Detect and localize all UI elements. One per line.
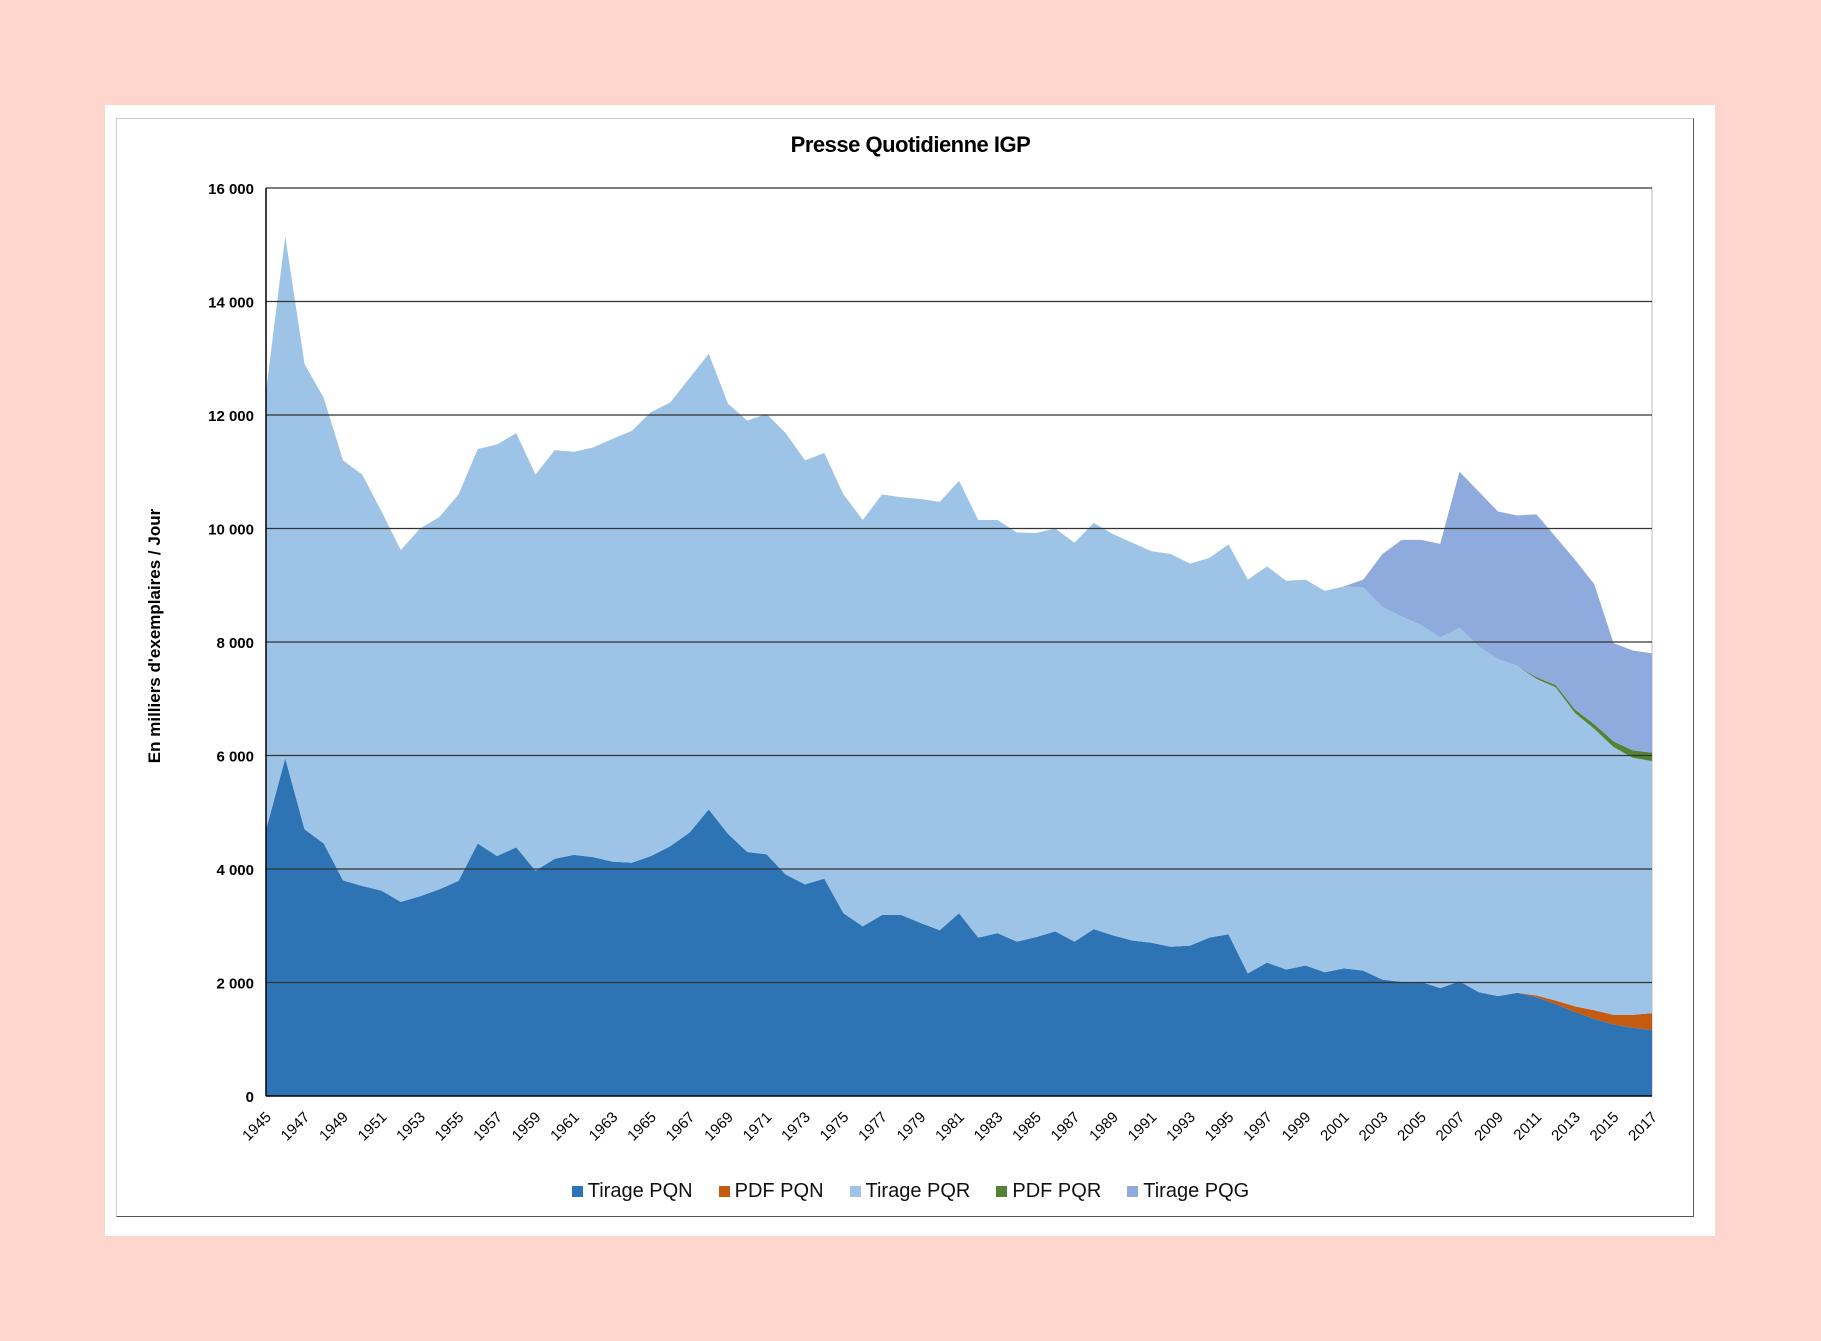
x-tick-label: 1983 — [971, 1109, 1007, 1145]
area-tirage-pqr — [266, 236, 1652, 1015]
x-tick-label: 1967 — [663, 1109, 699, 1145]
x-tick-label: 1989 — [1086, 1109, 1122, 1145]
x-tick-label: 1979 — [894, 1109, 930, 1145]
x-tick-label: 2007 — [1433, 1109, 1469, 1145]
x-tick-label: 2001 — [1317, 1109, 1353, 1145]
x-tick-label: 1985 — [1009, 1109, 1045, 1145]
legend-item: PDF PQN — [718, 1180, 824, 1203]
x-tick-label: 1947 — [278, 1109, 314, 1145]
y-tick-label: 12 000 — [208, 408, 254, 425]
legend-swatch — [718, 1186, 730, 1197]
x-tick-label: 1975 — [817, 1109, 853, 1145]
x-tick-label: 1969 — [701, 1109, 737, 1145]
x-tick-label: 2015 — [1587, 1109, 1623, 1145]
x-tick-label: 1959 — [509, 1109, 545, 1145]
y-tick-label: 4 000 — [216, 862, 254, 879]
x-tick-label: 1949 — [316, 1109, 352, 1145]
x-tick-label: 1965 — [624, 1109, 660, 1145]
legend-label: PDF PQN — [734, 1180, 824, 1202]
x-tick-label: 1995 — [1202, 1109, 1238, 1145]
x-tick-label: 2003 — [1356, 1109, 1392, 1145]
x-tick-label: 1971 — [740, 1109, 776, 1145]
legend-item: Tirage PQG — [1127, 1180, 1249, 1203]
x-tick-label: 2009 — [1471, 1109, 1507, 1145]
x-tick-label: 1987 — [1048, 1109, 1084, 1145]
y-tick-label: 8 000 — [216, 635, 254, 652]
legend-swatch — [571, 1186, 583, 1197]
legend-swatch — [996, 1186, 1008, 1197]
x-tick-label: 1997 — [1240, 1109, 1276, 1145]
legend-label: PDF PQR — [1012, 1180, 1102, 1202]
legend-swatch — [849, 1186, 861, 1197]
x-tick-label: 1951 — [355, 1109, 391, 1145]
legend: Tirage PQN PDF PQN Tirage PQR PDF PQR Tirage… — [0, 1180, 1821, 1203]
x-tick-label: 1957 — [470, 1109, 506, 1145]
x-tick-label: 2005 — [1394, 1109, 1430, 1145]
y-tick-label: 6 000 — [216, 749, 254, 766]
legend-label: Tirage PQN — [587, 1180, 693, 1202]
y-tick-label: 10 000 — [208, 522, 254, 539]
chart-title: Presse Quotidienne IGP — [790, 132, 1031, 157]
legend-swatch — [1127, 1186, 1139, 1197]
x-tick-label: 1955 — [432, 1109, 468, 1145]
chart-frame — [116, 118, 1694, 1217]
x-tick-label: 2011 — [1510, 1109, 1545, 1144]
legend-item: Tirage PQN — [571, 1180, 693, 1203]
x-tick-label: 1981 — [932, 1109, 968, 1145]
x-tick-label: 1963 — [586, 1109, 622, 1145]
area-tirage-pqn — [266, 758, 1652, 1096]
legend-label: Tirage PQG — [1143, 1180, 1250, 1202]
y-tick-label: 14 000 — [208, 295, 254, 312]
x-tick-label: 1993 — [1163, 1109, 1199, 1145]
x-tick-label: 2017 — [1625, 1109, 1661, 1145]
x-tick-label: 1953 — [393, 1109, 429, 1145]
x-tick-label: 1973 — [778, 1109, 814, 1145]
y-tick-label: 16 000 — [208, 181, 254, 198]
x-tick-label: 1977 — [855, 1109, 891, 1145]
x-tick-label: 1961 — [547, 1109, 583, 1145]
legend-item: Tirage PQR — [849, 1180, 971, 1203]
legend-item: PDF PQR — [996, 1180, 1101, 1203]
x-tick-label: 1991 — [1125, 1109, 1161, 1145]
legend-label: Tirage PQR — [865, 1180, 971, 1202]
y-tick-label: 2 000 — [216, 976, 254, 993]
x-tick-label: 1999 — [1279, 1109, 1315, 1145]
x-tick-label: 2013 — [1548, 1109, 1584, 1145]
x-tick-label: 1945 — [239, 1109, 275, 1145]
y-tick-label: 0 — [246, 1089, 254, 1106]
